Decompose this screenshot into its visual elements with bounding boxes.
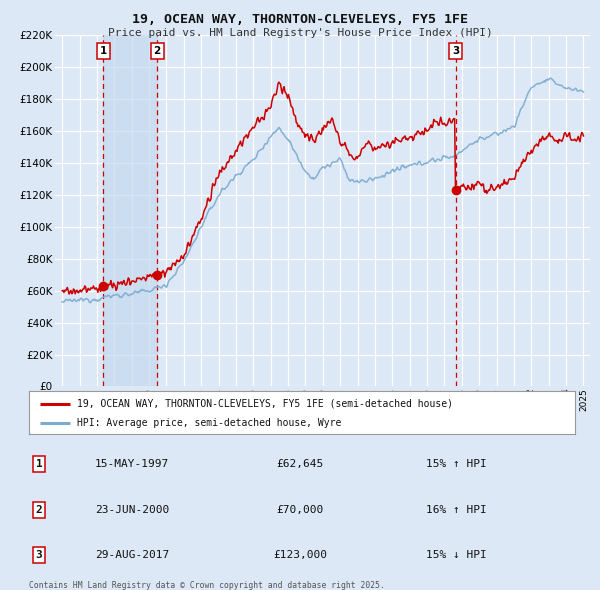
Text: 2: 2 bbox=[35, 505, 43, 514]
Text: 15% ↓ HPI: 15% ↓ HPI bbox=[425, 550, 487, 560]
Text: 2: 2 bbox=[154, 47, 161, 57]
Text: 1: 1 bbox=[35, 459, 43, 468]
Text: 19, OCEAN WAY, THORNTON-CLEVELEYS, FY5 1FE: 19, OCEAN WAY, THORNTON-CLEVELEYS, FY5 1… bbox=[132, 13, 468, 26]
Text: 15-MAY-1997: 15-MAY-1997 bbox=[95, 459, 169, 468]
Text: 19, OCEAN WAY, THORNTON-CLEVELEYS, FY5 1FE (semi-detached house): 19, OCEAN WAY, THORNTON-CLEVELEYS, FY5 1… bbox=[77, 398, 453, 408]
Text: 15% ↑ HPI: 15% ↑ HPI bbox=[425, 459, 487, 468]
Bar bbox=[103, 35, 157, 386]
Text: £123,000: £123,000 bbox=[273, 550, 327, 560]
Text: Price paid vs. HM Land Registry's House Price Index (HPI): Price paid vs. HM Land Registry's House … bbox=[107, 28, 493, 38]
Text: 3: 3 bbox=[35, 550, 43, 560]
Text: 23-JUN-2000: 23-JUN-2000 bbox=[95, 505, 169, 514]
Text: 3: 3 bbox=[452, 47, 460, 57]
Text: 29-AUG-2017: 29-AUG-2017 bbox=[95, 550, 169, 560]
Text: 16% ↑ HPI: 16% ↑ HPI bbox=[425, 505, 487, 514]
Text: HPI: Average price, semi-detached house, Wyre: HPI: Average price, semi-detached house,… bbox=[77, 418, 341, 428]
Text: 1: 1 bbox=[100, 47, 107, 57]
Text: £62,645: £62,645 bbox=[277, 459, 323, 468]
Text: £70,000: £70,000 bbox=[277, 505, 323, 514]
Text: Contains HM Land Registry data © Crown copyright and database right 2025.
This d: Contains HM Land Registry data © Crown c… bbox=[29, 581, 385, 590]
